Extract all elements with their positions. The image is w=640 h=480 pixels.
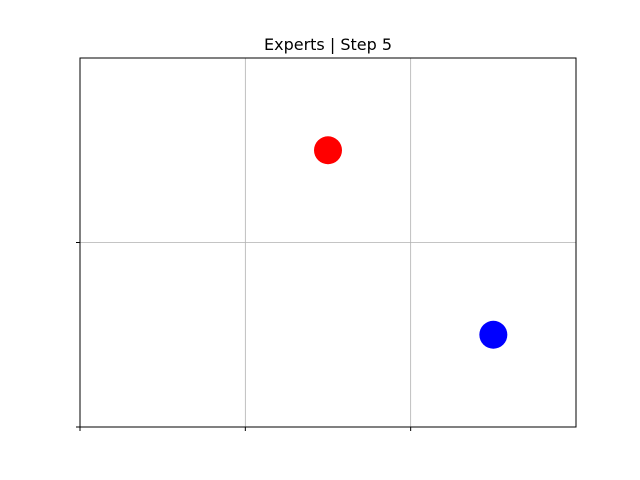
expert-blue-point	[479, 320, 508, 349]
chart-title: Experts | Step 5	[264, 35, 392, 54]
axes	[76, 57, 577, 431]
expert-red-point	[314, 136, 342, 165]
grid	[80, 58, 576, 427]
data-points	[314, 136, 508, 349]
